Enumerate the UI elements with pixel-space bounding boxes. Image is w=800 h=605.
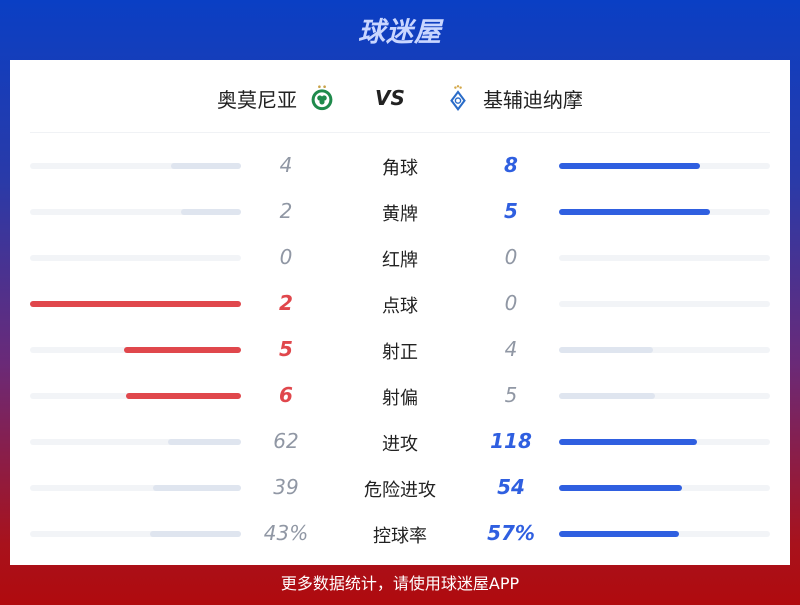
stat-row: 39 危险进攻 54 (10, 473, 790, 503)
stat-row: 6 射偏 5 (10, 381, 790, 411)
away-value: 118 (490, 429, 532, 453)
stat-label: 点球 (382, 296, 418, 317)
away-bar-track (559, 163, 770, 169)
away-value: 57% (487, 521, 535, 545)
away-value: 5 (504, 199, 518, 223)
footer-promo[interactable]: 更多数据统计，请使用球迷屋APP (280, 574, 520, 593)
away-bar-track (559, 531, 770, 537)
stat-label: 角球 (382, 158, 418, 179)
stat-row: 2 黄牌 5 (10, 197, 790, 227)
away-value: 4 (504, 337, 518, 361)
away-bar-track (559, 209, 770, 215)
home-bar-fill (125, 393, 241, 399)
away-bar-track (559, 485, 770, 491)
stat-label: 射正 (382, 342, 418, 363)
away-bar-fill (559, 485, 682, 491)
away-value: 5 (504, 383, 518, 407)
home-bar-fill (123, 347, 241, 353)
home-value: 2 (279, 291, 293, 315)
away-bar-track (559, 439, 770, 445)
away-value: 8 (504, 153, 518, 177)
home-team-name: 奥莫尼亚 (217, 87, 298, 112)
stat-label: 红牌 (382, 250, 418, 271)
away-value: 0 (504, 291, 518, 315)
away-bar-track (559, 393, 770, 399)
stat-row: 2 点球 0 (10, 289, 790, 319)
home-value: 39 (273, 475, 299, 499)
away-bar-track (559, 347, 770, 353)
away-team-name: 基辅迪纳摩 (482, 87, 583, 112)
home-bar-track (30, 209, 241, 215)
home-bar-track (30, 531, 241, 537)
away-team: 基辅迪纳摩 (445, 84, 583, 113)
stat-label: 黄牌 (382, 204, 418, 225)
home-bar-track (30, 163, 241, 169)
away-value: 0 (504, 245, 518, 269)
stat-label: 射偏 (382, 388, 418, 409)
away-bar-fill (559, 163, 700, 169)
home-value: 2 (279, 199, 293, 223)
dynamo-kyiv-crest-icon (450, 85, 466, 111)
away-bar-track (559, 255, 770, 261)
home-value: 43% (263, 521, 309, 545)
away-bar-fill (559, 439, 698, 445)
home-bar-track (30, 301, 241, 307)
away-value: 54 (497, 475, 525, 499)
home-bar-fill (168, 439, 241, 445)
stat-row: 43% 控球率 57% (10, 519, 790, 549)
away-bar-fill (559, 209, 710, 215)
home-bar-track (30, 255, 241, 261)
away-bar-fill (559, 393, 655, 399)
stat-row: 4 角球 8 (10, 151, 790, 181)
home-bar-track (30, 439, 241, 445)
home-bar-track (30, 347, 241, 353)
stat-row: 5 射正 4 (10, 335, 790, 365)
home-value: 5 (279, 337, 293, 361)
away-bar-track (559, 301, 770, 307)
stat-row: 62 进攻 118 (10, 427, 790, 457)
stat-label: 控球率 (373, 526, 427, 547)
home-bar-fill (150, 531, 241, 537)
home-value: 4 (279, 153, 293, 177)
home-bar-track (30, 393, 241, 399)
home-value: 6 (279, 383, 293, 407)
home-bar-fill (30, 301, 241, 307)
home-bar-track (30, 485, 241, 491)
stat-row: 0 红牌 0 (10, 243, 790, 273)
home-bar-fill (170, 163, 241, 169)
brand-logo: 球迷屋 (358, 17, 442, 48)
away-bar-fill (559, 347, 653, 353)
home-team: 奥莫尼亚 (217, 84, 335, 113)
match-header: 奥莫尼亚 VS 基辅迪纳摩 (10, 78, 790, 118)
home-bar-fill (180, 209, 241, 215)
home-value: 0 (279, 245, 293, 269)
stat-label: 危险进攻 (364, 480, 436, 501)
away-bar-fill (559, 531, 680, 537)
stats-card: 奥莫尼亚 VS 基辅迪纳摩 4 角球 8 2 黄牌 5 0 红牌 0 2 点球 … (10, 60, 790, 565)
divider (30, 132, 770, 133)
vs-label: VS (375, 86, 405, 110)
omonia-crest-icon (311, 85, 333, 111)
home-value: 62 (273, 429, 299, 453)
stat-label: 进攻 (382, 434, 418, 455)
home-bar-fill (152, 485, 241, 491)
